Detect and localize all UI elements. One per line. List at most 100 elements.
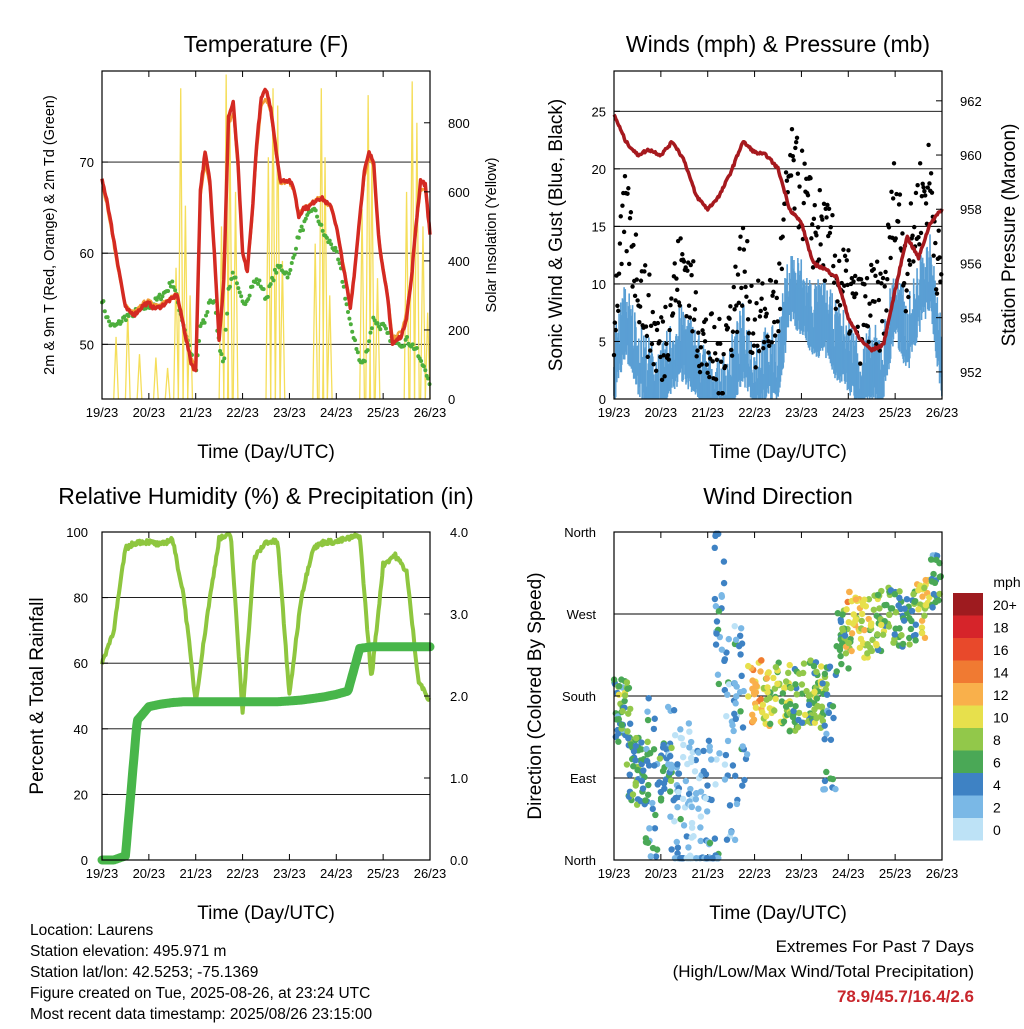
direction-point (737, 708, 744, 715)
gust-point (845, 282, 850, 288)
y2-tick-label: 956 (960, 256, 982, 271)
direction-point (898, 632, 905, 639)
x-tick-label: 20/23 (645, 866, 678, 881)
x-tick-label: 26/23 (414, 866, 447, 881)
y2-tick-label: 960 (960, 148, 982, 163)
gust-point (765, 334, 770, 339)
direction-point (763, 675, 771, 682)
direction-point (695, 749, 702, 756)
direction-point (759, 701, 767, 709)
gust-point (799, 148, 805, 153)
direction-point (642, 838, 650, 846)
gust-point (692, 307, 698, 312)
dewpoint-point (243, 302, 248, 307)
gust-point (825, 202, 830, 208)
insolation-spike (152, 357, 159, 400)
direction-point (682, 777, 690, 785)
legend-label: 14 (993, 665, 1009, 681)
gust-point (923, 201, 929, 206)
dewpoint-point (299, 224, 304, 229)
x-tick-label: 19/23 (598, 866, 631, 881)
direction-point (675, 770, 683, 777)
gust-point (923, 193, 928, 198)
dewpoint-point (426, 376, 431, 381)
gust-point (628, 210, 634, 215)
direction-point (724, 691, 731, 698)
gust-point (735, 272, 741, 277)
gust-point (793, 145, 798, 151)
direction-point (837, 618, 845, 626)
direction-point (821, 736, 828, 743)
dewpoint-point (344, 302, 349, 307)
gust-point (891, 161, 897, 166)
dewpoint-point (233, 275, 238, 280)
direction-point (687, 754, 695, 762)
direction-point (659, 767, 667, 775)
direction-point (870, 606, 878, 613)
gust-point (883, 269, 888, 275)
y-tick-label: 70 (80, 155, 94, 170)
gust-point (780, 234, 785, 239)
gust-point (817, 188, 822, 193)
direction-point (825, 709, 833, 717)
insolation-spike (136, 354, 143, 400)
gust-point (764, 311, 769, 316)
series-temp-2m (100, 87, 432, 373)
insolation-spike (374, 278, 381, 400)
dewpoint-point (354, 347, 359, 352)
direction-point (856, 644, 864, 651)
gust-point (810, 222, 815, 227)
dewpoint-point (204, 313, 209, 318)
gust-point (908, 201, 914, 206)
direction-point (673, 838, 680, 846)
direction-point (708, 756, 715, 763)
direction-point (688, 834, 695, 841)
direction-point (692, 790, 700, 797)
dewpoint-point (375, 321, 380, 326)
gust-point (783, 170, 789, 175)
legend-swatch (953, 615, 983, 638)
gust-point (931, 253, 936, 258)
gust-point (620, 203, 625, 208)
direction-point (644, 716, 652, 724)
gust-point (750, 331, 756, 336)
gust-point (874, 342, 879, 347)
gust-point (754, 300, 759, 306)
x-axis-label: Time (Day/UTC) (709, 903, 847, 924)
direction-point (630, 763, 637, 770)
direction-point (821, 786, 829, 793)
insolation-spike (177, 88, 184, 400)
gust-point (680, 252, 685, 257)
direction-point (645, 781, 652, 789)
x-tick-label: 19/23 (86, 405, 119, 420)
direction-point (679, 795, 687, 803)
direction-point (805, 701, 813, 709)
direction-point (712, 603, 720, 610)
direction-point (657, 797, 665, 804)
y2-tick-label: 2.0 (450, 689, 468, 704)
gust-point (667, 327, 672, 333)
x-tick-label: 19/23 (86, 866, 119, 881)
gust-point (901, 280, 907, 286)
direction-point (670, 707, 678, 714)
direction-point (666, 788, 674, 795)
direction-point (687, 785, 694, 793)
direction-point (674, 803, 681, 811)
x-tick-label: 21/23 (691, 866, 724, 881)
direction-point (798, 719, 806, 726)
direction-point (687, 738, 695, 746)
direction-point (618, 676, 625, 683)
direction-point (778, 698, 786, 705)
gust-point (885, 277, 890, 282)
direction-point (935, 597, 942, 604)
y2-tick-label: 954 (960, 311, 982, 326)
y2-tick-label: 958 (960, 202, 982, 217)
legend-label: 2 (993, 800, 1001, 816)
gust-point (802, 161, 807, 166)
gust-point (792, 206, 797, 211)
gust-point (897, 192, 903, 197)
gust-point (649, 341, 655, 347)
gust-point (753, 365, 758, 370)
gust-point (626, 261, 632, 267)
gust-point (769, 340, 774, 345)
